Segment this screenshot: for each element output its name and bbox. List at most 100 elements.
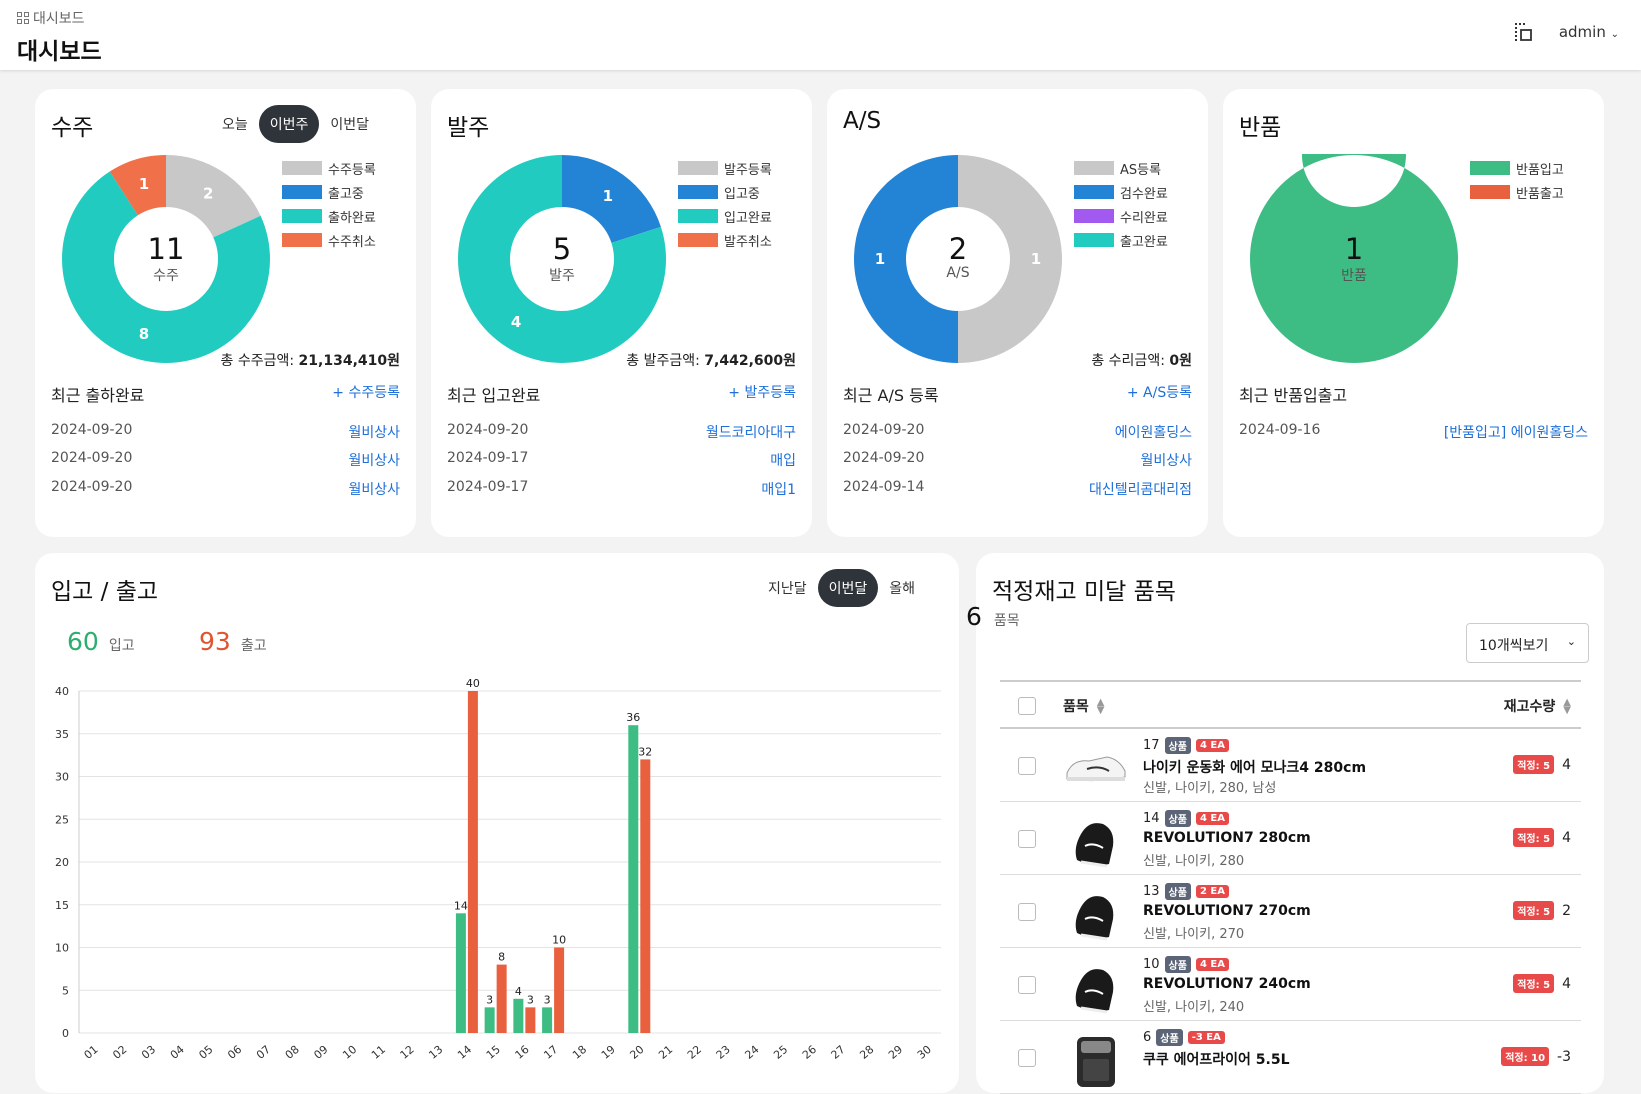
legend-label: 발주취소 bbox=[724, 234, 772, 250]
add-as-link[interactable]: + A/S등록 bbox=[1126, 385, 1192, 401]
row-checkbox[interactable] bbox=[1018, 830, 1036, 848]
item-code: 6 bbox=[1143, 1030, 1152, 1045]
table-row[interactable]: 10 상품 4 EA REVOLUTION7 240cm 신발, 나이키, 240 적정:… bbox=[1000, 948, 1581, 1021]
tab-last-month[interactable]: 지난달 bbox=[768, 581, 807, 597]
column-header-item[interactable]: 품목 ▲ ▼ bbox=[1063, 696, 1104, 716]
bar-value-label: 8 bbox=[498, 951, 505, 964]
list-link[interactable]: 매입1 bbox=[761, 482, 796, 498]
legend-label: 출하완료 bbox=[328, 210, 376, 226]
x-tick-label: 14 bbox=[455, 1043, 474, 1062]
layout-toggle-icon[interactable] bbox=[1513, 22, 1533, 42]
total-label: 총 수리금액: bbox=[1091, 353, 1165, 369]
legend-swatch bbox=[282, 233, 322, 247]
bar bbox=[467, 691, 478, 1033]
bar bbox=[640, 759, 651, 1033]
user-menu[interactable]: admin ⌄ bbox=[1559, 23, 1619, 41]
table-row[interactable]: 6 상품 -3 EA 쿠쿠 에어프라이어 5.5L 적정: 10 -3 bbox=[1000, 1021, 1581, 1094]
legend-label: 발주등록 bbox=[724, 162, 772, 178]
column-header-qty[interactable]: 재고수량 ▲ ▼ bbox=[1504, 696, 1571, 716]
list-date: 2024-09-20 bbox=[447, 422, 529, 438]
bar-value-label: 14 bbox=[454, 899, 468, 912]
legend-swatch bbox=[282, 185, 322, 199]
legend-swatch bbox=[1074, 233, 1114, 247]
product-thumbnail bbox=[1063, 739, 1129, 787]
in-value: 60 bbox=[67, 627, 99, 656]
x-tick-label: 08 bbox=[283, 1043, 302, 1062]
x-tick-label: 09 bbox=[311, 1043, 330, 1062]
slice-label: 1 bbox=[875, 250, 885, 268]
legend-swatch bbox=[678, 209, 718, 223]
bar-value-label: 3 bbox=[527, 993, 534, 1006]
page-size-value: 10개씩보기 bbox=[1479, 638, 1549, 654]
legend-label: 수주취소 bbox=[328, 234, 376, 250]
tab-this-week[interactable]: 이번주 bbox=[258, 105, 320, 143]
period-tabs: 오늘 이번주 이번달 bbox=[211, 105, 380, 143]
item-name[interactable]: REVOLUTION7 270cm bbox=[1143, 903, 1311, 919]
total-label: 총 수주금액: bbox=[220, 353, 295, 369]
table-row[interactable]: 14 상품 4 EA REVOLUTION7 280cm 신발, 나이키, 280 적정:… bbox=[1000, 802, 1581, 875]
stock-qty: -3 bbox=[1557, 1048, 1571, 1065]
chart-legend: AS등록 검수완료 수리완료 출고완료 bbox=[1074, 156, 1168, 252]
chevron-down-icon: ⌄ bbox=[1566, 635, 1576, 648]
table-row[interactable]: 13 상품 2 EA REVOLUTION7 270cm 신발, 나이키, 270 적정:… bbox=[1000, 875, 1581, 948]
row-checkbox[interactable] bbox=[1018, 1049, 1036, 1067]
item-name[interactable]: 쿠쿠 에어프라이어 5.5L bbox=[1143, 1052, 1290, 1068]
add-purchase-link[interactable]: + 발주등록 bbox=[728, 385, 796, 401]
x-tick-label: 25 bbox=[771, 1043, 790, 1062]
card-title: 적정재고 미달 품목 bbox=[992, 579, 1176, 605]
card-title: 수주 bbox=[51, 115, 94, 141]
center-value: 11 bbox=[147, 232, 185, 266]
x-tick-label: 02 bbox=[110, 1043, 129, 1062]
ea-tag: 4 EA bbox=[1195, 958, 1229, 971]
total-amount: 총 수주금액: 21,134,410원 bbox=[221, 350, 400, 370]
list-link[interactable]: 월드코리아대구 bbox=[705, 425, 796, 441]
list-item: 2024-09-20 월비상사 bbox=[51, 450, 400, 470]
list-link[interactable]: 월비상사 bbox=[348, 425, 400, 441]
list-item: 2024-09-20 월비상사 bbox=[51, 479, 400, 499]
list-link[interactable]: 매입 bbox=[770, 453, 796, 469]
add-order-link[interactable]: + 수주등록 bbox=[332, 385, 400, 401]
page-size-select[interactable]: 10개씩보기 ⌄ bbox=[1466, 623, 1589, 663]
slice-label: 8 bbox=[139, 325, 149, 343]
tab-this-month[interactable]: 이번달 bbox=[817, 569, 879, 607]
tab-today[interactable]: 오늘 bbox=[222, 117, 248, 133]
legend-swatch bbox=[678, 161, 718, 175]
donut-slice bbox=[1250, 154, 1458, 363]
item-name[interactable]: 나이키 운동화 에어 모나크4 280cm bbox=[1143, 760, 1367, 776]
item-name[interactable]: REVOLUTION7 280cm bbox=[1143, 830, 1311, 846]
count-value: 6 bbox=[966, 602, 982, 631]
row-checkbox[interactable] bbox=[1018, 903, 1036, 921]
legend-item: 출고완료 bbox=[1074, 228, 1168, 252]
order-donut-chart: 2 8 1 bbox=[62, 155, 270, 363]
legend-item: 반품출고 bbox=[1470, 180, 1564, 204]
legend-item: 출하완료 bbox=[282, 204, 376, 228]
list-link[interactable]: 에이원홀딩스 bbox=[1114, 425, 1192, 441]
proper-stock-badge: 적정: 10 bbox=[1501, 1047, 1550, 1066]
sort-icon: ▲ ▼ bbox=[1563, 697, 1571, 716]
order-card: 수주 오늘 이번주 이번달 2 8 1 11 수주 수주등록 출고중 출하완료 수주… bbox=[35, 89, 416, 537]
item-name[interactable]: REVOLUTION7 240cm bbox=[1143, 976, 1311, 992]
tab-this-year[interactable]: 올해 bbox=[889, 581, 916, 597]
y-tick-label: 30 bbox=[55, 771, 69, 784]
bar bbox=[513, 998, 524, 1033]
x-tick-label: 13 bbox=[426, 1043, 445, 1062]
list-link[interactable]: [반품입고] 에이원홀딩스 bbox=[1443, 425, 1588, 441]
table-row[interactable]: 17 상품 4 EA 나이키 운동화 에어 모나크4 280cm 신발, 나이키, 28… bbox=[1000, 729, 1581, 802]
card-title: 반품 bbox=[1239, 115, 1282, 141]
list-link[interactable]: 월비상사 bbox=[348, 482, 400, 498]
select-all-checkbox[interactable] bbox=[1018, 697, 1036, 715]
x-tick-label: 17 bbox=[541, 1043, 560, 1062]
list-date: 2024-09-17 bbox=[447, 479, 529, 495]
list-date: 2024-09-20 bbox=[51, 479, 133, 495]
list-link[interactable]: 월비상사 bbox=[1140, 453, 1192, 469]
row-checkbox[interactable] bbox=[1018, 976, 1036, 994]
list-link[interactable]: 월비상사 bbox=[348, 453, 400, 469]
row-checkbox[interactable] bbox=[1018, 757, 1036, 775]
tab-this-month[interactable]: 이번달 bbox=[330, 117, 370, 133]
list-link[interactable]: 대신텔리콤대리점 bbox=[1088, 482, 1192, 498]
proper-stock-badge: 적정: 5 bbox=[1513, 901, 1555, 920]
x-tick-label: 05 bbox=[197, 1043, 216, 1062]
product-thumbnail bbox=[1063, 958, 1129, 1014]
slice-label: 2 bbox=[203, 184, 213, 202]
